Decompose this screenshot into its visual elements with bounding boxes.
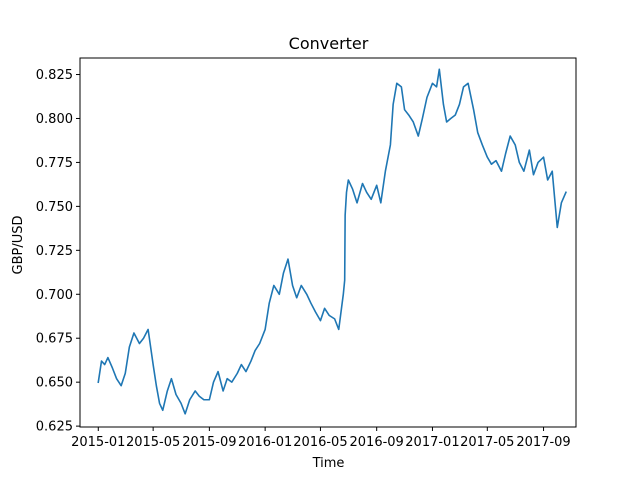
y-tick-label: 0.825 bbox=[36, 68, 73, 83]
y-tick-label: 0.775 bbox=[36, 156, 73, 171]
chart-title: Converter bbox=[289, 34, 369, 53]
x-tick-label: 2015-09 bbox=[182, 435, 236, 450]
x-tick-label: 2017-09 bbox=[516, 435, 570, 450]
x-tick-label: 2015-05 bbox=[126, 435, 180, 450]
y-tick-label: 0.725 bbox=[36, 244, 73, 259]
x-tick-label: 2017-01 bbox=[405, 435, 459, 450]
x-tick-label: 2015-01 bbox=[71, 435, 125, 450]
x-tick-label: 2016-09 bbox=[350, 435, 404, 450]
y-tick-label: 0.800 bbox=[36, 112, 73, 127]
x-axis-label: Time bbox=[312, 456, 345, 471]
data-line-series-0 bbox=[97, 68, 567, 415]
y-tick-label: 0.750 bbox=[36, 200, 73, 215]
y-tick-label: 0.625 bbox=[36, 420, 73, 435]
y-tick-label: 0.650 bbox=[36, 376, 73, 391]
x-tick-label: 2016-01 bbox=[238, 435, 292, 450]
x-tick-label: 2017-05 bbox=[460, 435, 514, 450]
y-axis-label: GBP/USD bbox=[11, 216, 26, 275]
y-tick-label: 0.700 bbox=[36, 288, 73, 303]
y-tick-label: 0.675 bbox=[36, 332, 73, 347]
x-tick-label: 2016-05 bbox=[293, 435, 347, 450]
plot-area: 2015-01 2015-05 2015-09 2016-01 2016-05 2016-… bbox=[36, 57, 577, 450]
axes-frame bbox=[79, 57, 577, 428]
